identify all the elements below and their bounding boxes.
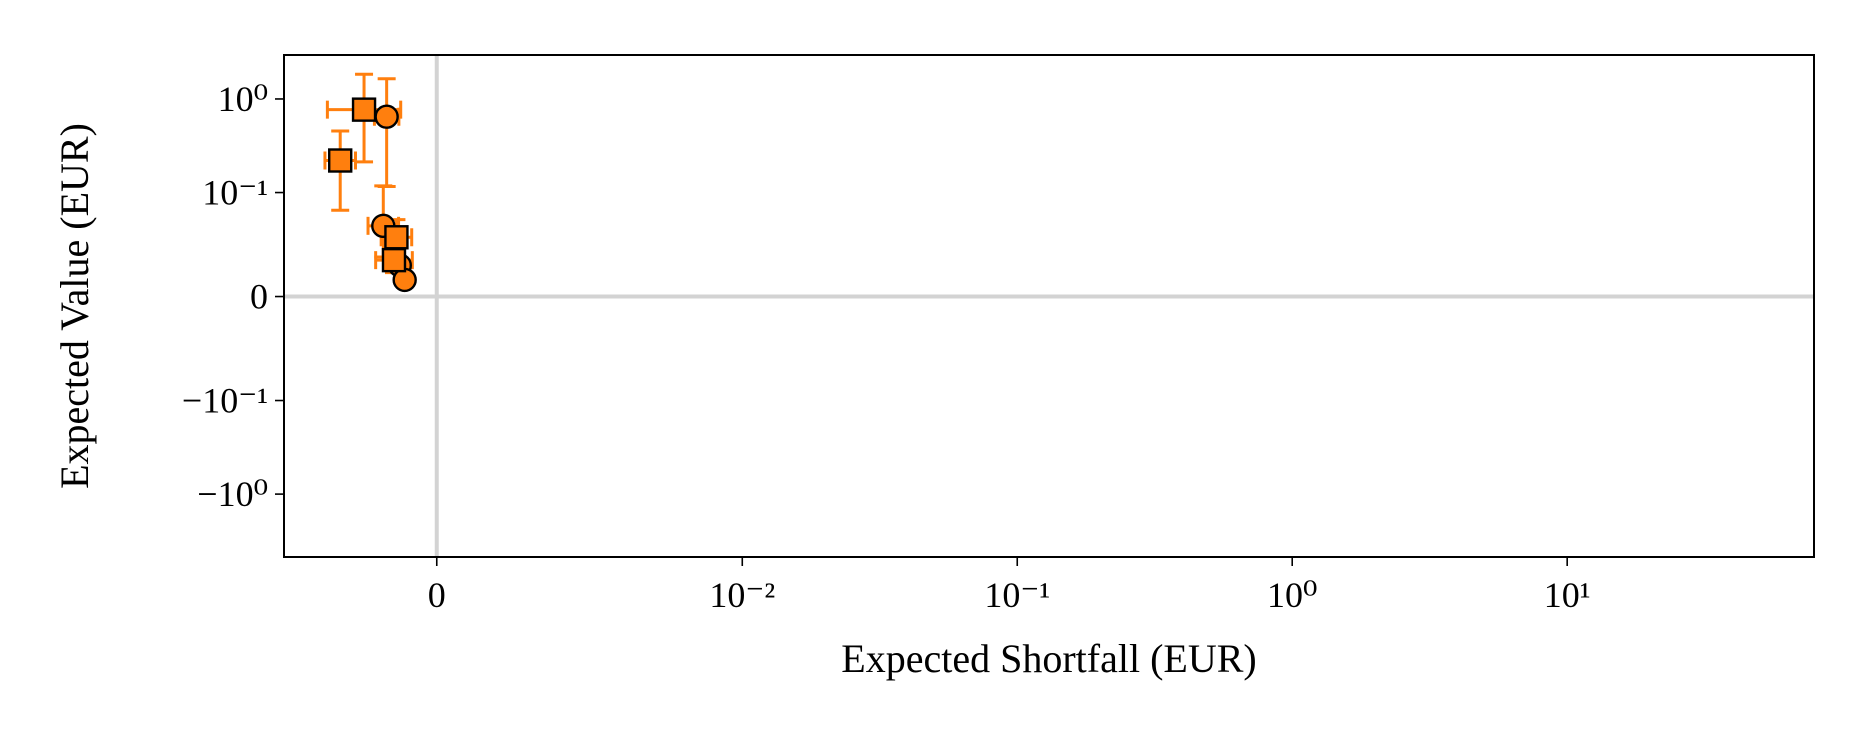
point (328, 148, 353, 173)
point (384, 225, 409, 250)
x-tick-label: 10⁰ (1267, 575, 1317, 615)
x-tick-label: 10⁻¹ (984, 575, 1050, 615)
y-tick-label: 0 (250, 277, 268, 317)
x-tick-label: 0 (428, 575, 446, 615)
y-axis-label: Expected Value (EUR) (52, 123, 97, 489)
y-tick-label: −10⁻¹ (182, 381, 268, 421)
x-tick-label: 10¹ (1544, 575, 1591, 615)
point (381, 247, 407, 273)
point (351, 97, 377, 122)
x-axis-label: Expected Shortfall (EUR) (841, 636, 1256, 681)
point (374, 104, 399, 129)
y-tick-label: −10⁰ (197, 474, 268, 514)
y-tick-label: 10⁻¹ (202, 173, 268, 213)
plot-frame (283, 54, 1815, 558)
x-tick-label: 10⁻² (709, 575, 775, 615)
y-tick-label: 10⁰ (218, 79, 268, 119)
